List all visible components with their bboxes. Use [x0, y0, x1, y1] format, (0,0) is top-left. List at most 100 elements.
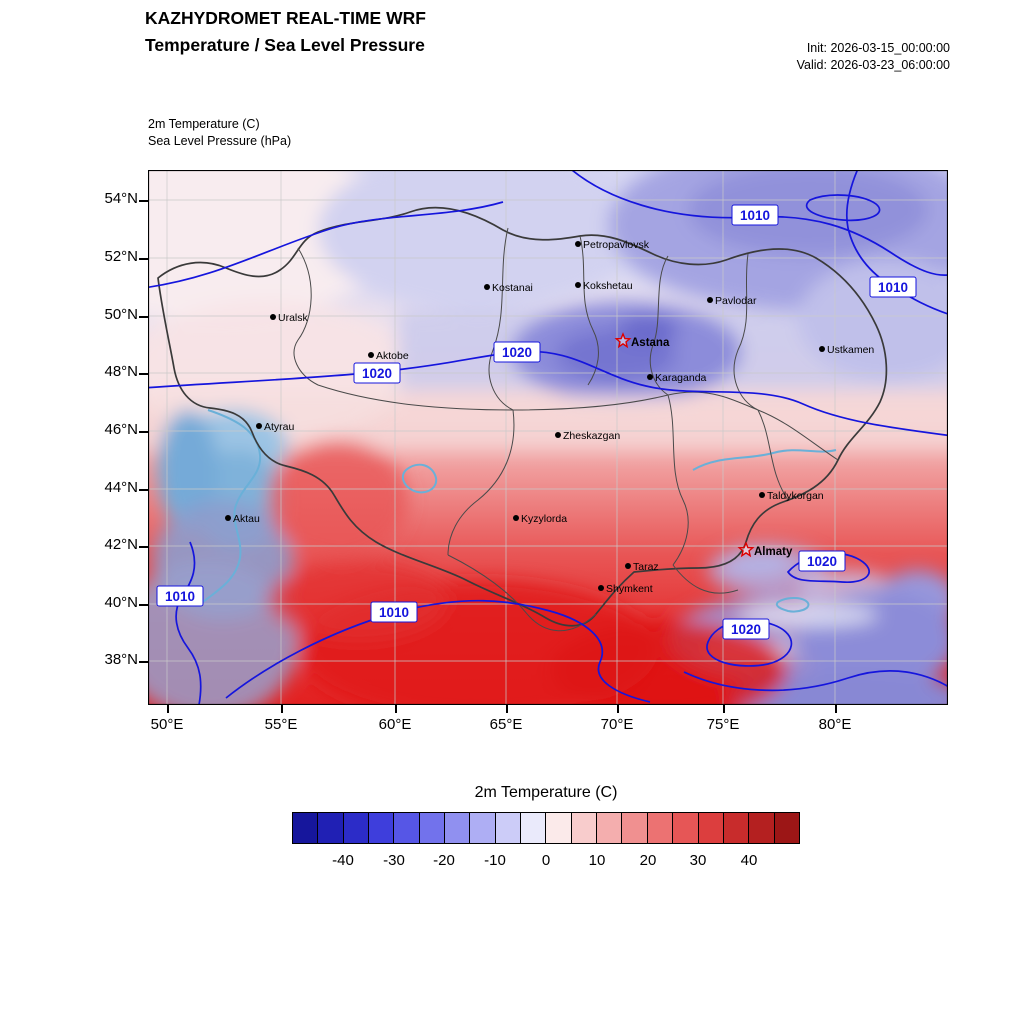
colorbar-tick-label: -20	[433, 852, 455, 869]
city: Aktobe	[368, 350, 409, 362]
city: Petropavlovsk	[575, 239, 650, 251]
colorbar-segment	[318, 813, 344, 843]
colorbar-segment	[647, 813, 674, 843]
page-title: KAZHYDROMET REAL-TIME WRF	[145, 8, 426, 28]
svg-text:1020: 1020	[807, 554, 837, 569]
lon-tick-mark	[395, 705, 397, 713]
colorbar-segment	[495, 813, 522, 843]
graticule	[148, 170, 948, 705]
colorbar-tick-label: 0	[541, 852, 551, 869]
city-dot	[225, 515, 231, 521]
lat-tick-mark	[139, 431, 148, 433]
lon-tick-mark	[723, 705, 725, 713]
colorbar-segment	[597, 813, 623, 843]
city-dot	[819, 346, 825, 352]
colorbar-title: 2m Temperature (C)	[474, 784, 618, 801]
colorbar-tick-label: -30	[383, 852, 405, 869]
city-dot	[513, 515, 519, 521]
city-label: Almaty	[754, 546, 793, 558]
city: Kyzylorda	[513, 513, 567, 525]
colorbar-tick-label: 40	[740, 852, 758, 869]
lon-tick-label: 50°E	[150, 716, 184, 733]
lon-tick-mark	[167, 705, 169, 713]
lat-tick-label: 46°N	[104, 421, 138, 438]
lat-tick-mark	[139, 546, 148, 548]
colorbar-tick-label: -40	[332, 852, 354, 869]
lat-tick-mark	[139, 258, 148, 260]
city: Shymkent	[598, 583, 653, 595]
lon-tick-label: 80°E	[818, 716, 852, 733]
lon-tick-mark	[281, 705, 283, 713]
lat-tick-label: 48°N	[104, 363, 138, 380]
field-pressure-label: Sea Level Pressure (hPa)	[148, 134, 292, 148]
colorbar-segment	[445, 813, 471, 843]
page-subtitle: Temperature / Sea Level Pressure	[145, 35, 425, 55]
field-legend: 2m Temperature (C) Sea Level Pressure (h…	[148, 116, 291, 150]
lat-tick-mark	[139, 604, 148, 606]
lon-tick-label: 75°E	[706, 716, 740, 733]
country-border	[157, 206, 888, 627]
city: Atyrau	[256, 421, 295, 433]
lat-tick-label: 52°N	[104, 248, 138, 265]
colorbar-scale	[292, 812, 800, 844]
city-dot	[256, 423, 262, 429]
lon-tick-mark	[617, 705, 619, 713]
pressure-label: 1010	[156, 585, 204, 607]
init-time: Init: 2026-03-15_00:00:00	[806, 41, 950, 55]
colorbar-segment	[343, 813, 370, 843]
lon-tick-label: 60°E	[378, 716, 412, 733]
city-dot	[368, 352, 374, 358]
pressure-label: 1010	[370, 601, 418, 623]
city: Karaganda	[647, 372, 707, 384]
lat-tick-label: 38°N	[104, 651, 138, 668]
pressure-labels: 1010 1010 1020 1020 1010 1010 1020 1020	[156, 204, 917, 640]
city-label: Taraz	[633, 561, 659, 573]
colorbar-tick-label: -10	[484, 852, 506, 869]
city: Pavlodar	[707, 295, 757, 307]
run-info: Init: 2026-03-15_00:00:00 Valid: 2026-03…	[650, 40, 950, 74]
city-label: Pavlodar	[715, 295, 757, 307]
map-frame	[148, 170, 948, 705]
svg-text:1010: 1010	[740, 208, 770, 223]
colorbar-tick-label: 20	[639, 852, 657, 869]
city-dot	[575, 241, 581, 247]
lat-tick-mark	[139, 489, 148, 491]
lat-tick-label: 42°N	[104, 536, 138, 553]
colorbar-segment	[293, 813, 319, 843]
city-label: Shymkent	[606, 583, 653, 595]
colorbar-segment	[673, 813, 699, 843]
colorbar-tick-label: 10	[588, 852, 606, 869]
city-dot	[484, 284, 490, 290]
colorbar-segment	[470, 813, 496, 843]
city-label: Atyrau	[264, 421, 295, 433]
pressure-label: 1020	[722, 618, 770, 640]
city-dot	[575, 282, 581, 288]
city-capital: Astana	[614, 332, 670, 349]
city-dot	[707, 297, 713, 303]
city-dot	[270, 314, 276, 320]
city: Kostanai	[484, 282, 533, 294]
svg-text:1010: 1010	[165, 589, 195, 604]
lat-tick-mark	[139, 316, 148, 318]
city: Zheskazgan	[555, 430, 620, 442]
svg-text:1020: 1020	[731, 622, 761, 637]
pressure-contours	[148, 170, 948, 705]
city-label: Kyzylorda	[521, 513, 567, 525]
city-dot	[759, 492, 765, 498]
lon-tick-label: 65°E	[489, 716, 523, 733]
city-dot	[647, 374, 653, 380]
city: Kokshetau	[575, 280, 633, 292]
colorbar-segment	[419, 813, 446, 843]
lon-tick-label: 55°E	[264, 716, 298, 733]
colorbar-segment	[774, 813, 799, 843]
city-label: Astana	[631, 337, 670, 349]
capital-star	[614, 332, 632, 349]
lat-tick-label: 40°N	[104, 594, 138, 611]
lat-tick-label: 44°N	[104, 479, 138, 496]
lake-coastline	[202, 409, 837, 613]
lat-tick-mark	[139, 661, 148, 663]
capital-star	[737, 541, 755, 558]
valid-time: Valid: 2026-03-23_06:00:00	[796, 58, 950, 72]
svg-text:1010: 1010	[379, 605, 409, 620]
colorbar-segment	[546, 813, 572, 843]
